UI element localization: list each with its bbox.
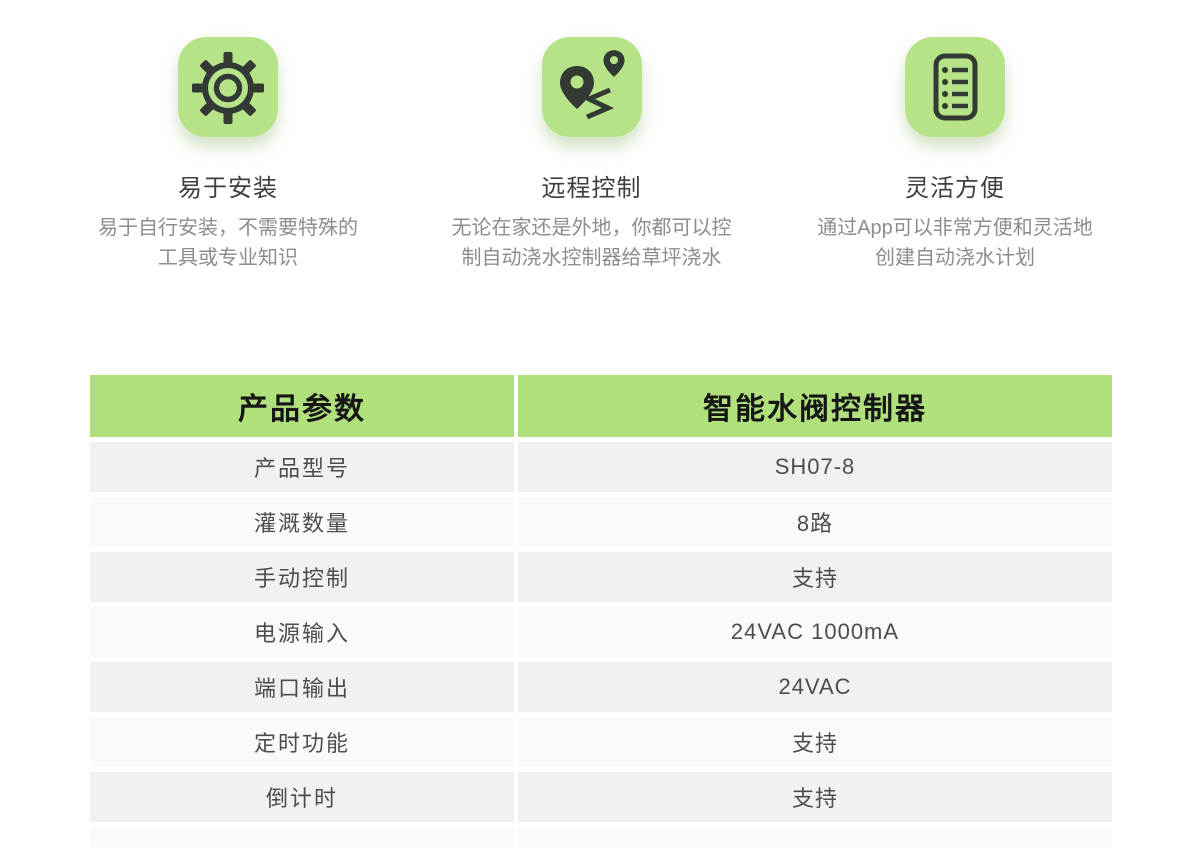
feature-card-flexible: 灵活方便 通过App可以非常方便和灵活地 创建自动浇水计划 bbox=[805, 37, 1105, 273]
gear-icon bbox=[178, 37, 278, 137]
spec-value-cell: SH07-8 bbox=[518, 442, 1112, 492]
spec-row-timer: 定时功能 支持 bbox=[90, 717, 1112, 767]
feature-card-remote-control: 远程控制 无论在家还是外地，你都可以控 制自动浇水控制器给草坪浇水 bbox=[442, 37, 742, 273]
spec-value-cell: 支持 bbox=[518, 552, 1112, 602]
feature-description: 无论在家还是外地，你都可以控 制自动浇水控制器给草坪浇水 bbox=[451, 217, 732, 269]
spec-label-cell: 倒计时 bbox=[90, 772, 514, 822]
spec-table: 产品参数 智能水阀控制器 产品型号 SH07-8 灌溉数量 8路 手动控制 支持… bbox=[90, 375, 1112, 847]
spec-header-left: 产品参数 bbox=[90, 375, 514, 437]
spec-row-power-input: 电源输入 24VAC 1000mA bbox=[90, 607, 1112, 657]
spec-label-cell: 电源输入 bbox=[90, 607, 514, 657]
spec-row-countdown: 倒计时 支持 bbox=[90, 772, 1112, 822]
spec-label-cell: 手动控制 bbox=[90, 552, 514, 602]
spec-value-cell: 24VAC bbox=[518, 662, 1112, 712]
feature-description: 易于自行安装，不需要特殊的 工具或专业知识 bbox=[98, 217, 358, 269]
spec-row-model: 产品型号 SH07-8 bbox=[90, 442, 1112, 492]
spec-label-cell: 灌溉数量 bbox=[90, 497, 514, 547]
spec-row-port-output: 端口输出 24VAC bbox=[90, 662, 1112, 712]
spec-row-zones: 灌溉数量 8路 bbox=[90, 497, 1112, 547]
spec-value-cell: 8路 bbox=[518, 497, 1112, 547]
spec-header-right: 智能水阀控制器 bbox=[518, 375, 1112, 437]
spec-label-cell: 定时功能 bbox=[90, 717, 514, 767]
feature-title: 远程控制 bbox=[541, 175, 642, 202]
spec-label-cell: 端口输出 bbox=[90, 662, 514, 712]
feature-title: 易于安装 bbox=[178, 175, 278, 202]
feature-card-easy-install: 易于安装 易于自行安装，不需要特殊的 工具或专业知识 bbox=[78, 37, 378, 273]
spec-value-cell: 支持 bbox=[518, 717, 1112, 767]
route-icon bbox=[541, 37, 642, 137]
spec-table-header: 产品参数 智能水阀控制器 bbox=[90, 375, 1112, 437]
spec-value-cell: 支持 bbox=[518, 772, 1112, 822]
spec-value-cell: 24VAC 1000mA bbox=[518, 607, 1112, 657]
feature-description: 通过App可以非常方便和灵活地 创建自动浇水计划 bbox=[817, 217, 1093, 269]
spec-label-cell: 产品型号 bbox=[90, 442, 514, 492]
spec-row-manual-control: 手动控制 支持 bbox=[90, 552, 1112, 602]
feature-title: 灵活方便 bbox=[905, 175, 1005, 202]
features-section: 易于安装 易于自行安装，不需要特殊的 工具或专业知识 远程控制 bbox=[0, 0, 1200, 273]
list-icon bbox=[905, 37, 1005, 137]
spec-row-partial bbox=[90, 827, 1112, 847]
